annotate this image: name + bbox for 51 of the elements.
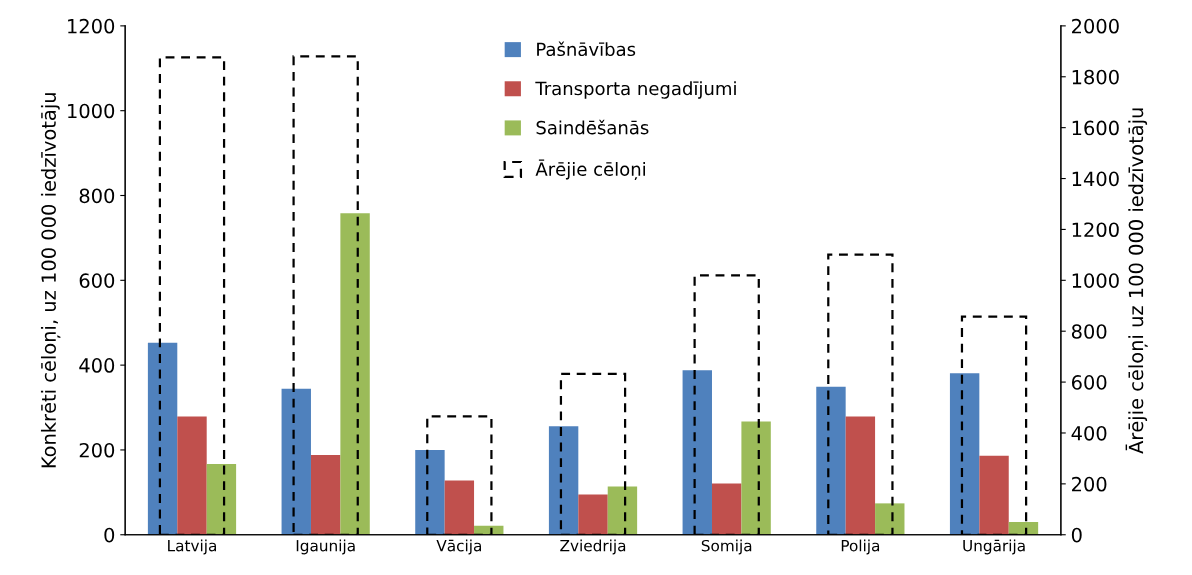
bar [281,388,311,535]
bar [607,486,638,535]
x-tick-label: Igaunija [296,539,355,555]
y-tick-label: 1000 [68,103,115,119]
y-tick-label: 0 [104,527,115,543]
y-tick-label: 400 [79,358,115,373]
x-tick-label: Vācija [436,539,481,555]
x-tick-label: Zviedrija [560,539,626,555]
bar [711,483,742,535]
y2-tick-label: 1800 [1072,69,1119,85]
bar [741,421,771,535]
y-tick-label: 200 [79,442,115,458]
bar [578,494,608,535]
y-tick-label: 600 [79,273,115,288]
x-tick-label: Latvija [168,539,216,555]
x-tick-label: Polija [841,539,880,555]
y2-tick-label: 1000 [1072,273,1119,288]
bar [340,213,370,535]
y2-tick-label: 1600 [1072,120,1119,136]
y2-tick-label: 600 [1071,375,1107,390]
bar [177,416,207,535]
y2-tick-label: 0 [1071,527,1082,543]
legend-label: Ārējie cēloņi [535,159,645,181]
y2-tick-label: 400 [1071,425,1107,441]
bar [548,426,579,535]
bar [444,480,475,535]
bar [147,342,178,535]
x-tick-label: Ungārija [963,539,1025,555]
y2-tick-label: 200 [1072,476,1107,492]
x-tick-label: Somija [701,539,752,555]
y-tick-label: 1200 [68,18,115,34]
bar [816,386,846,535]
bar [206,463,237,535]
legend-label: Saindēšanās [536,119,649,135]
bar [875,503,905,535]
y2-tick-label: 2000 [1072,18,1119,34]
bar [1008,522,1039,535]
y2-tick-label: 1200 [1072,222,1119,238]
bar [979,455,1009,535]
y2-tick-label: 800 [1071,324,1107,339]
legend-label: Transporta negadījumi [535,81,736,99]
y-axis-title: Konkrēti cēloņi, uz 100 000 iedzīvotāju [40,93,61,468]
y2-tick-label: 1400 [1072,171,1119,187]
y2-axis-title: Ārējie cēloņi uz 100 000 iedzīvotāju [1125,108,1148,454]
bar [415,449,445,535]
y-tick-label: 800 [79,188,115,204]
bar [310,455,341,535]
bar [949,373,980,535]
bar [845,416,876,535]
legend-label: Pašnāvības [537,41,636,57]
bar [682,370,712,535]
